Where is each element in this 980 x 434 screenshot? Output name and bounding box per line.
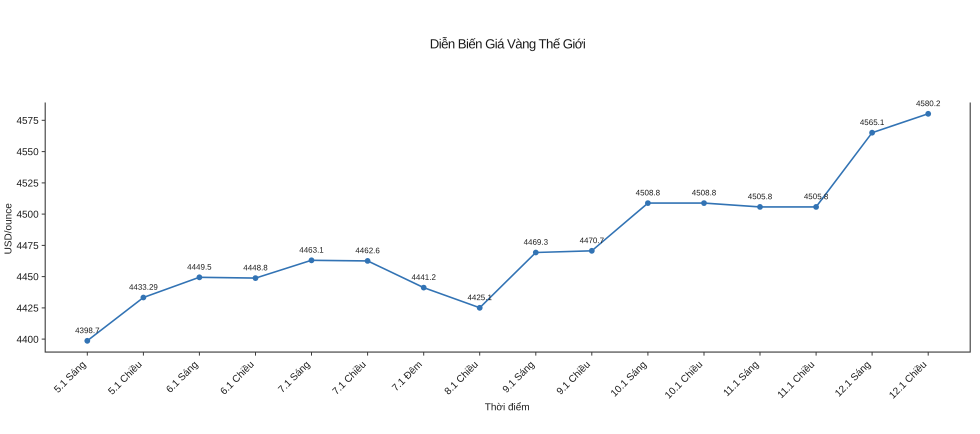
svg-text:4508.8: 4508.8 — [636, 188, 661, 197]
svg-text:4425.1: 4425.1 — [467, 293, 492, 302]
svg-text:4505.8: 4505.8 — [748, 192, 773, 201]
svg-text:4425: 4425 — [16, 303, 39, 314]
svg-text:4508.8: 4508.8 — [692, 188, 717, 197]
svg-text:4441.2: 4441.2 — [411, 273, 436, 282]
svg-text:4575: 4575 — [16, 116, 39, 127]
svg-text:4550: 4550 — [16, 147, 39, 158]
svg-text:USD/ounce: USD/ounce — [4, 203, 15, 255]
svg-text:4449.5: 4449.5 — [187, 263, 212, 272]
svg-text:4525: 4525 — [16, 178, 39, 189]
svg-text:4400: 4400 — [16, 335, 39, 346]
svg-text:4505.8: 4505.8 — [804, 192, 829, 201]
svg-text:4462.6: 4462.6 — [355, 246, 380, 255]
svg-text:4580.2: 4580.2 — [916, 99, 941, 108]
svg-text:4398.7: 4398.7 — [75, 326, 100, 335]
svg-text:4433.29: 4433.29 — [129, 283, 158, 292]
svg-text:Thời điểm: Thời điểm — [485, 401, 530, 413]
svg-text:4463.1: 4463.1 — [299, 246, 324, 255]
svg-text:4450: 4450 — [16, 272, 39, 283]
svg-text:4448.8: 4448.8 — [243, 263, 268, 272]
svg-text:4475: 4475 — [16, 241, 39, 252]
svg-text:4565.1: 4565.1 — [860, 118, 885, 127]
svg-text:4470.7: 4470.7 — [580, 236, 605, 245]
svg-text:4500: 4500 — [16, 210, 39, 221]
svg-text:4469.3: 4469.3 — [524, 238, 549, 247]
svg-text:Diễn Biến Giá Vàng Thế Giới: Diễn Biến Giá Vàng Thế Giới — [430, 36, 586, 51]
